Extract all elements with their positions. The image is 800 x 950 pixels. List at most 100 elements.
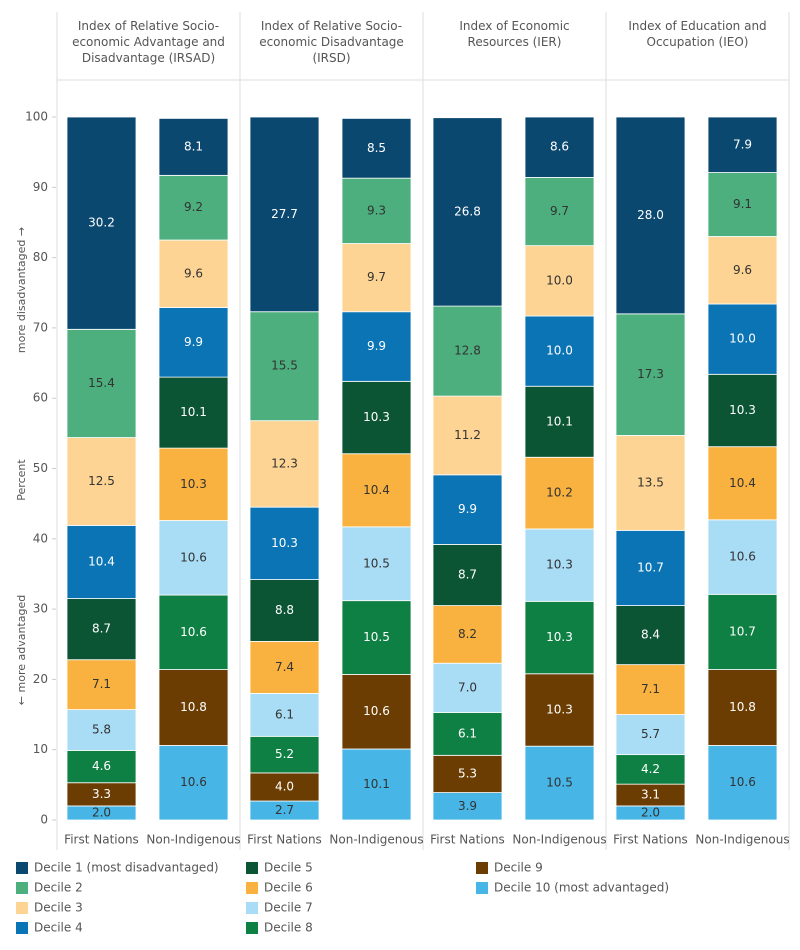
value-label: 6.1 [275, 707, 294, 721]
value-label: 10.8 [729, 700, 756, 714]
legend-label: Decile 4 [34, 921, 83, 935]
value-label: 10.6 [180, 625, 207, 639]
bar-segment [707, 669, 778, 746]
bar-segment [432, 662, 503, 713]
bar-segment [66, 598, 137, 661]
value-label: 7.9 [733, 137, 752, 151]
value-label: 26.8 [454, 204, 481, 218]
legend-swatch [476, 862, 488, 874]
value-label: 8.4 [641, 628, 660, 642]
y-axis-label: Percent [15, 459, 28, 501]
legend-label: Decile 6 [264, 881, 313, 895]
bar-segment [524, 528, 595, 602]
value-label: 10.4 [363, 483, 390, 497]
bar-segment [524, 315, 595, 387]
x-tick-label: First Nations [64, 833, 139, 847]
value-label: 12.3 [271, 456, 298, 470]
legend-swatch [16, 862, 28, 874]
bar-segment [615, 116, 686, 315]
value-label: 10.5 [363, 556, 390, 570]
value-label: 27.7 [271, 207, 298, 221]
value-label: 9.9 [184, 335, 203, 349]
value-label: 10.1 [546, 414, 573, 428]
value-label: 15.4 [88, 376, 115, 390]
legend-label: Decile 10 (most advantaged) [494, 881, 669, 895]
value-label: 10.8 [180, 700, 207, 714]
value-label: 8.7 [92, 622, 111, 636]
legend-label: Decile 1 (most disadvantaged) [34, 861, 219, 875]
bar-segment [707, 303, 778, 375]
bar-segment [341, 118, 412, 179]
value-label: 12.8 [454, 344, 481, 358]
value-label: 2.0 [92, 805, 111, 819]
bar-segment [707, 373, 778, 448]
bar-segment [249, 735, 320, 774]
value-label: 12.5 [88, 474, 115, 488]
value-label: 10.1 [363, 777, 390, 791]
y-tick-label: 60 [33, 391, 48, 405]
value-label: 10.5 [363, 630, 390, 644]
value-label: 9.3 [367, 203, 386, 217]
value-label: 10.6 [729, 775, 756, 789]
bar-segment [341, 453, 412, 528]
bar-segment [432, 117, 503, 307]
value-label: 10.3 [363, 410, 390, 424]
bar-segment [432, 305, 503, 397]
bar-segment [524, 116, 595, 178]
y-tick-label: 0 [40, 813, 48, 827]
bar-segment [524, 245, 595, 317]
value-label: 5.3 [458, 766, 477, 780]
facet-title: Index of Relative Socio-economic Advanta… [72, 19, 225, 65]
y-tick-label: 10 [33, 742, 48, 756]
bar-segment [66, 437, 137, 526]
bar-segment [249, 311, 320, 422]
value-label: 10.6 [363, 704, 390, 718]
value-label: 17.3 [637, 367, 664, 381]
bar-segment [707, 116, 778, 173]
y-tick-label: 40 [33, 531, 48, 545]
value-label: 2.7 [275, 803, 294, 817]
bar-segment [707, 593, 778, 670]
x-tick-label: Non-Indigenous [695, 833, 789, 847]
bar-segment [158, 447, 229, 521]
bar-segment [707, 446, 778, 521]
value-label: 30.2 [88, 216, 115, 230]
value-label: 10.3 [546, 558, 573, 572]
value-label: 28.0 [637, 208, 664, 222]
bar-segment [524, 456, 595, 530]
value-label: 9.9 [367, 339, 386, 353]
y-tick-label: 20 [33, 672, 48, 686]
y-tick-label: 100 [25, 110, 48, 124]
value-label: 7.1 [641, 682, 660, 696]
value-label: 5.2 [275, 747, 294, 761]
bar-segment [615, 754, 686, 785]
annotation: ← more advantaged [15, 595, 28, 705]
bar-segment [524, 673, 595, 747]
bar-segment [66, 750, 137, 784]
value-label: 9.2 [184, 200, 203, 214]
facet-title: Index of Education and Occupation (IEO) [628, 19, 767, 49]
bar-segment [66, 709, 137, 751]
bar-segment [66, 328, 137, 438]
x-tick-label: First Nations [247, 833, 322, 847]
bar-segment [707, 236, 778, 305]
value-label: 9.6 [733, 263, 752, 277]
y-tick-label: 30 [33, 602, 48, 616]
bar-segment [615, 529, 686, 606]
legend-swatch [246, 862, 258, 874]
value-label: 15.5 [271, 359, 298, 373]
bar-segment [158, 118, 229, 176]
legend-label: Decile 5 [264, 861, 313, 875]
bar-segment [341, 748, 412, 821]
facet-title: Index of Economic Resources (IER) [459, 19, 570, 49]
value-label: 5.7 [641, 727, 660, 741]
bar-segment [615, 664, 686, 715]
bar-segment [432, 754, 503, 793]
bar-segment [341, 526, 412, 602]
y-tick-label: 50 [33, 461, 48, 475]
value-label: 10.1 [180, 405, 207, 419]
bar-segment [432, 712, 503, 756]
value-label: 8.1 [184, 139, 203, 153]
